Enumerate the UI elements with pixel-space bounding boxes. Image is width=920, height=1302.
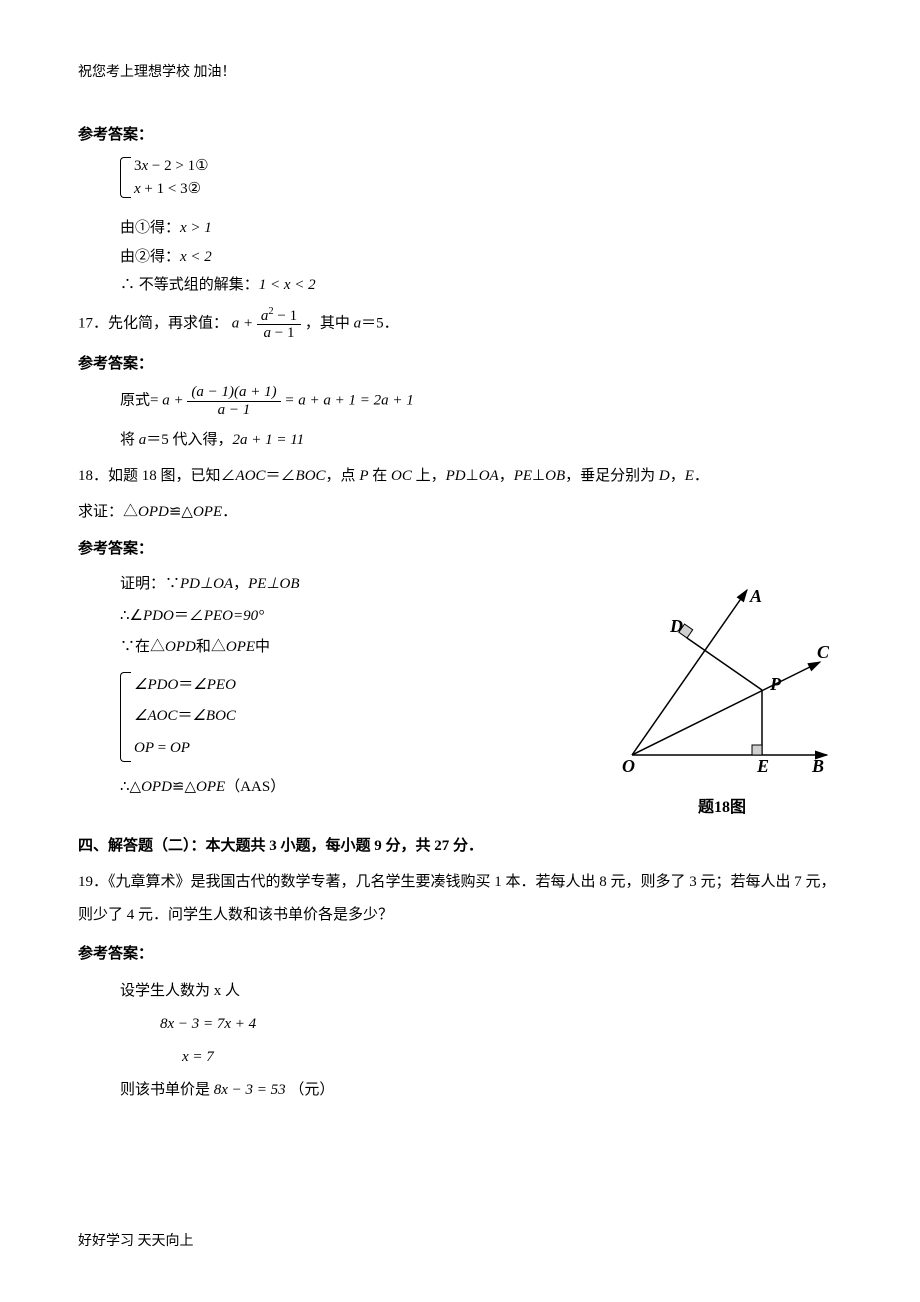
- answer-label-16: 参考答案：: [78, 121, 842, 150]
- solution-19-line4: 则该书单价是 8x − 3 = 53 （元）: [120, 1074, 842, 1107]
- solution-19-eq2: x = 7: [120, 1041, 842, 1074]
- solution-17-line1: 原式= a + (a − 1)(a + 1) a − 1 = a + a + 1…: [120, 384, 842, 418]
- page-header: 祝您考上理想学校 加油！: [78, 60, 842, 87]
- fraction-17: a2 − 1 a − 1: [257, 306, 301, 342]
- answer-label-18: 参考答案：: [78, 535, 842, 564]
- problem-17: 17．先化简，再求值： a + a2 − 1 a − 1 ，其中 a＝5．: [78, 306, 842, 342]
- solution-19-eq1: 8x − 3 = 7x + 4: [120, 1008, 842, 1041]
- figure-18-caption: 题18图: [602, 793, 842, 823]
- svg-text:C: C: [817, 642, 830, 662]
- page-footer: 好好学习 天天向上: [78, 1229, 194, 1256]
- problem-18: 18．如题 18 图，已知∠AOC＝∠BOC，点 P 在 OC 上，PD⊥OA，…: [78, 461, 842, 491]
- step-2: 由②得：x < 2: [120, 243, 842, 272]
- svg-text:A: A: [749, 586, 762, 606]
- section-4-heading: 四、解答题（二）：本大题共 3 小题，每小题 9 分，共 27 分．: [78, 832, 842, 861]
- svg-text:E: E: [756, 756, 769, 776]
- step-3: ∴ 不等式组的解集：1 < x < 2: [120, 271, 842, 300]
- figure-18: O E B P C D A 题18图: [602, 580, 842, 810]
- problem-19: 19．《九章算术》是我国古代的数学专著，几名学生要凑钱购买 1 本．若每人出 8…: [78, 866, 842, 932]
- svg-text:P: P: [769, 674, 782, 694]
- step-1: 由①得：x > 1: [120, 214, 842, 243]
- solution-17-line2: 将 a＝5 代入得，2a + 1 = 11: [120, 426, 842, 455]
- answer-label-19: 参考答案：: [78, 940, 842, 969]
- svg-text:O: O: [622, 756, 635, 776]
- solution-19-line1: 设学生人数为 x 人: [120, 975, 842, 1008]
- answer-label-17: 参考答案：: [78, 350, 842, 379]
- svg-text:D: D: [669, 616, 683, 636]
- problem-18-prove: 求证：△OPD≌△OPE．: [78, 497, 842, 527]
- congruence-conditions: ∠PDO＝∠PEO ∠AOC＝∠BOC OP = OP: [120, 670, 236, 765]
- svg-text:B: B: [811, 756, 824, 776]
- inequality-system: 3x − 2 > 1① x + 1 < 3②: [120, 155, 209, 200]
